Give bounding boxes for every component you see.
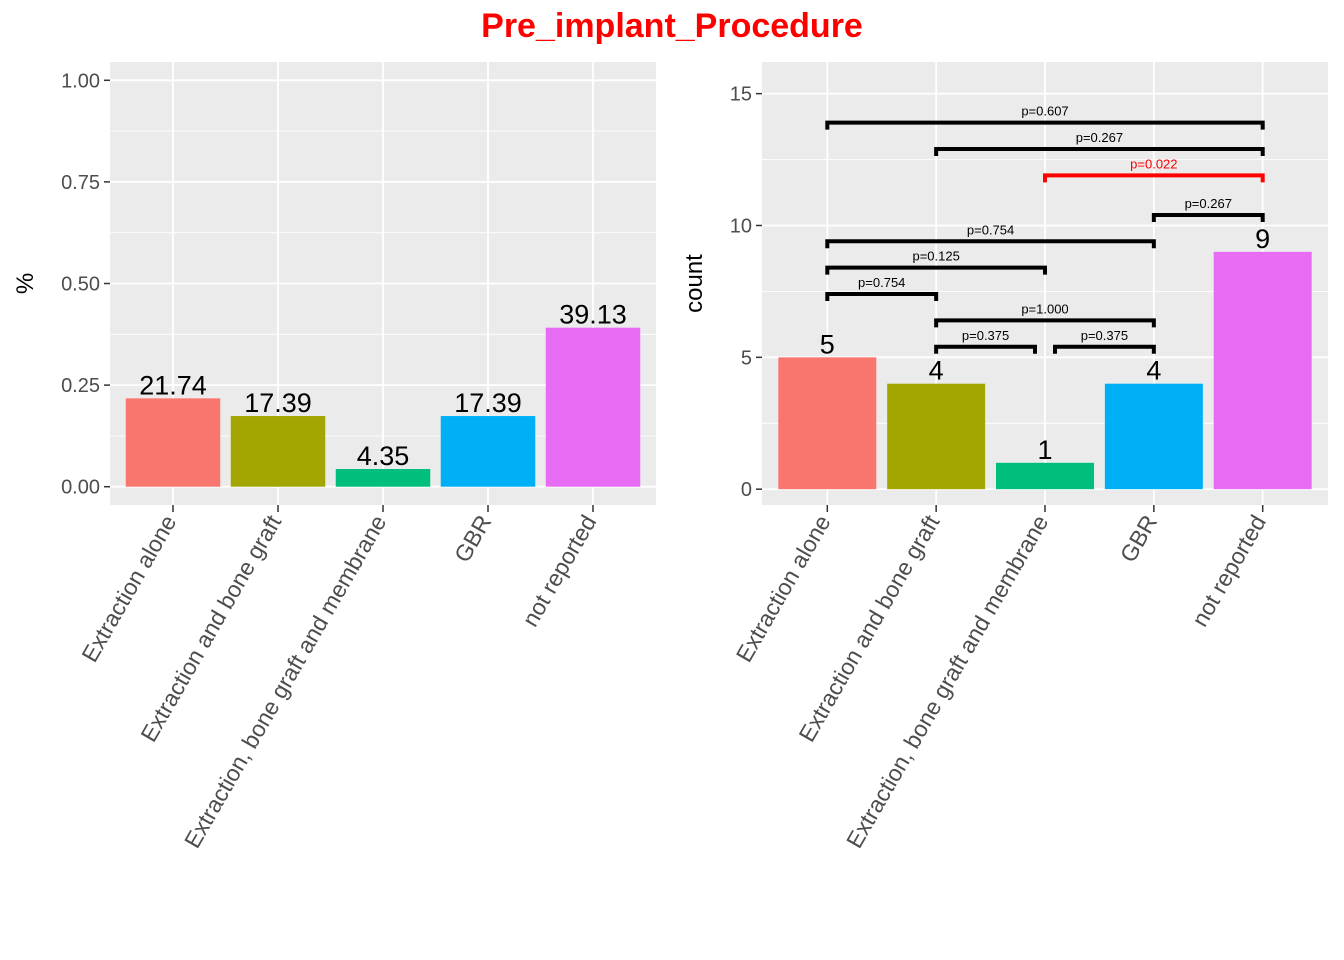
bar [335,469,431,487]
x-tick-label: not reported [1186,511,1271,631]
p-value-label: p=0.022 [1130,156,1177,171]
bar [1213,251,1312,490]
p-value-label: p=0.754 [858,275,905,290]
bar [1104,383,1203,490]
bracket-line [1053,344,1156,354]
bar [545,327,641,487]
y-tick-label: 0 [741,479,752,501]
bar-value-label: 9 [1255,224,1270,254]
bar-value-label: 17.39 [244,388,312,418]
bracket-line [825,292,939,302]
bar-value-label: 17.39 [454,388,522,418]
x-tick-label: Extraction, bone graft and membrane [841,511,1053,853]
bar-value-label: 5 [820,329,835,359]
bracket-line [825,120,1265,130]
y-axis-title: % [12,273,39,294]
comparison-bracket: p=1.000 [934,301,1156,328]
comparison-bracket: p=0.754 [825,222,1156,249]
p-value-label: p=0.267 [1185,196,1232,211]
bracket-line [825,239,1156,249]
p-value-label: p=0.607 [1021,104,1068,119]
comparison-bracket: p=0.022 [1043,156,1265,183]
y-tick-label: 5 [741,347,752,369]
p-value-label: p=1.000 [1021,301,1068,316]
bar-value-label: 4 [929,356,944,386]
comparison-bracket: p=0.375 [1053,328,1156,354]
x-tick-label: not reported [517,511,602,631]
bracket-line [1151,212,1265,222]
x-tick-label: Extraction, bone graft and membrane [179,511,391,853]
bar [440,416,536,487]
bracket-line [934,147,1265,157]
x-tick-label: Extraction alone [76,511,181,667]
y-axis-title: count [681,254,708,313]
comparison-bracket: p=0.375 [934,328,1037,354]
comparison-bracket: p=0.125 [825,249,1047,275]
bar-value-label: 21.74 [139,370,207,400]
y-tick-label: 0.25 [61,375,100,397]
bracket-line [934,318,1156,328]
comparison-bracket: p=0.754 [825,275,939,302]
p-value-label: p=0.267 [1076,130,1123,145]
bracket-line [1043,173,1265,183]
panel-percent: 21.74 17.39 4.35 17.39 39.13 0.00 0.25 0.50 0.75… [12,62,656,852]
p-value-label: p=0.754 [967,222,1014,237]
comparison-bracket: p=0.267 [1151,196,1265,222]
p-value-label: p=0.375 [1081,328,1128,343]
x-tick-label: Extraction alone [731,511,836,667]
bar [887,383,986,490]
figure-title: Pre_implant_Procedure [481,7,863,45]
y-tick-label: 0.50 [61,274,100,296]
bar-value-label: 4.35 [357,441,410,471]
y-tick-label: 0.75 [61,172,100,194]
bracket-line [825,265,1047,275]
bar-value-label: 4 [1146,356,1161,386]
bar [778,357,877,490]
x-tick-label: GBR [449,511,496,567]
p-value-label: p=0.125 [912,249,959,264]
x-tick-label: GBR [1115,511,1162,567]
bar [230,416,326,487]
y-tick-label: 10 [730,215,752,237]
bracket-line [934,344,1037,354]
bar-value-label: 1 [1037,435,1052,465]
y-tick-label: 1.00 [61,70,100,92]
y-tick-label: 15 [730,84,752,106]
comparison-bracket: p=0.607 [825,104,1265,130]
p-value-label: p=0.375 [962,328,1009,343]
bar-value-label: 39.13 [559,300,627,330]
bar [125,398,221,487]
bar [996,462,1094,490]
y-tick-label: 0.00 [61,477,100,499]
panel-count: 5 4 1 4 9 p=0.607 p=0.267 p=0.022 p=0.267 p=0.754… [681,62,1328,852]
comparison-bracket: p=0.267 [934,130,1265,157]
